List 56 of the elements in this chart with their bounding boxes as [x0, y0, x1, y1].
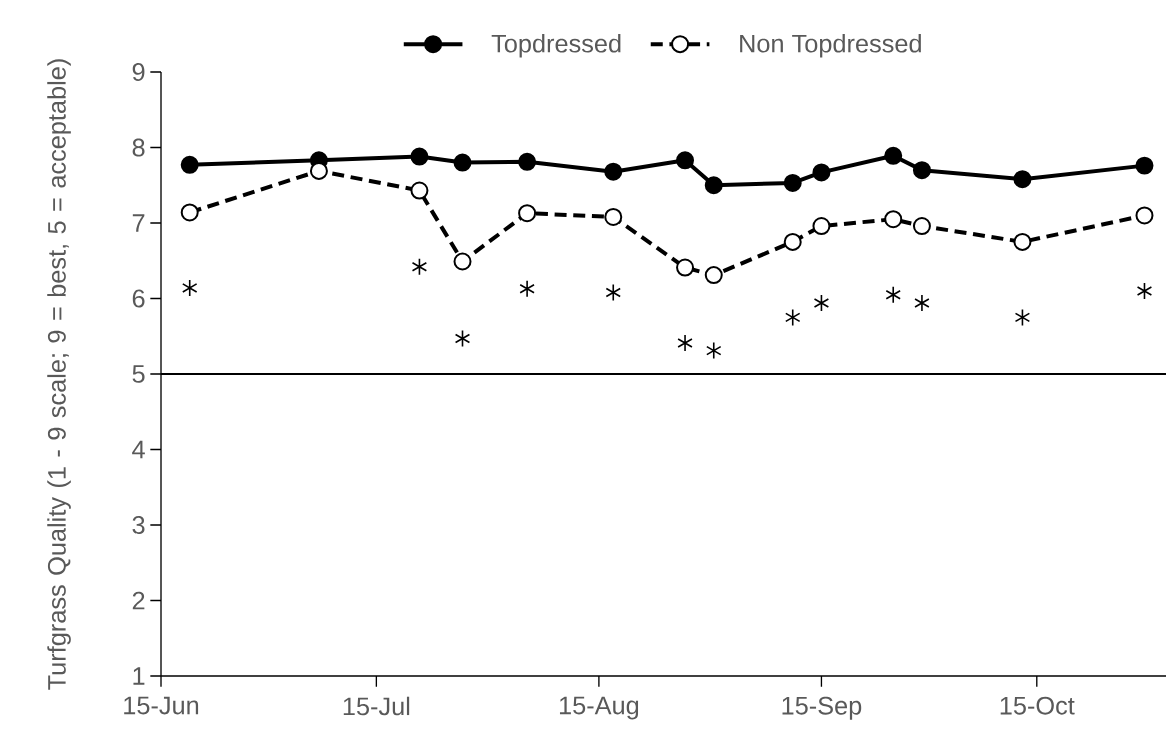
point — [453, 153, 472, 172]
point — [812, 217, 831, 236]
point — [706, 341, 722, 360]
point — [813, 294, 830, 312]
point — [1014, 308, 1031, 327]
y-axis-title: Turfgrass Quality (1 - 9 scale; 9 = best, 5 = acceptable) — [47, 59, 71, 690]
point — [677, 334, 693, 352]
y-tick-label: 9 — [132, 63, 145, 81]
point — [181, 279, 198, 297]
y-tick-label: 8 — [132, 138, 145, 157]
y-tick-label: 3 — [132, 516, 145, 534]
point — [518, 204, 537, 223]
point — [180, 155, 199, 174]
point — [912, 161, 931, 180]
y-tick-label: 2 — [132, 591, 145, 610]
point — [1136, 282, 1153, 300]
point — [783, 173, 802, 192]
point — [914, 294, 930, 312]
point — [1135, 156, 1154, 175]
point — [604, 162, 623, 181]
point — [884, 146, 903, 165]
point — [676, 258, 695, 277]
point — [1013, 232, 1032, 251]
legend-label: Topdressed — [491, 33, 621, 58]
point — [454, 329, 471, 348]
y-tick-label: 1 — [133, 667, 145, 685]
point — [704, 266, 723, 285]
point — [884, 210, 903, 229]
point — [518, 152, 537, 171]
point — [676, 151, 695, 170]
point — [1013, 170, 1032, 189]
y-tick-label: 5 — [132, 365, 145, 383]
point — [785, 308, 801, 327]
x-tick-label: 15-Jun — [124, 696, 199, 715]
point — [605, 283, 621, 302]
point — [783, 232, 802, 251]
point — [812, 163, 831, 182]
point — [1135, 206, 1154, 225]
point — [180, 203, 199, 222]
point — [519, 279, 535, 298]
point — [411, 257, 428, 276]
point — [885, 285, 901, 304]
y-tick-label: 7 — [132, 214, 145, 232]
x-tick-label: 15-Oct — [1000, 696, 1075, 715]
point — [604, 207, 623, 226]
x-tick-label: 15-Sep — [782, 696, 862, 720]
point — [410, 181, 429, 200]
point — [453, 252, 472, 271]
x-tick-label: 15-Aug — [559, 696, 639, 720]
point — [912, 217, 931, 236]
y-tick-label: 6 — [132, 289, 145, 308]
point — [410, 147, 429, 166]
x-tick-label: 15-Jul — [343, 696, 410, 716]
y-tick-label: 4 — [132, 440, 145, 459]
point — [704, 176, 723, 195]
legend-label: Non Topdressed — [740, 33, 921, 58]
